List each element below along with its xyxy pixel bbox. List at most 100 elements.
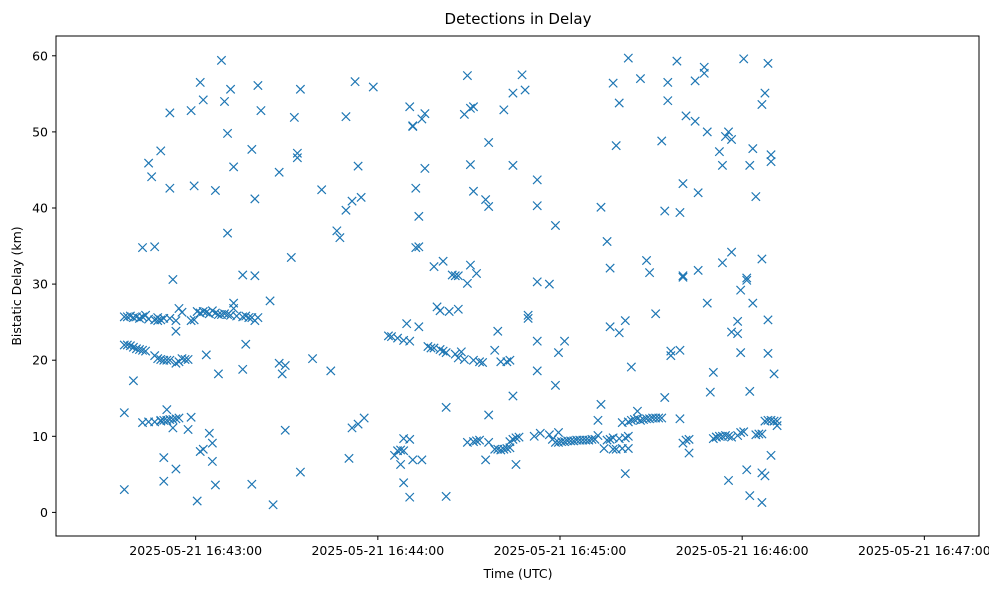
- data-point-x-marker: [168, 274, 178, 285]
- x-tick-label: 2025-05-21 16:44:00: [311, 543, 444, 558]
- data-point-x-marker: [717, 258, 728, 268]
- data-point-x-marker: [511, 433, 521, 443]
- data-point-x-marker: [511, 459, 521, 470]
- data-point-x-marker: [168, 414, 178, 425]
- data-point-x-marker: [474, 357, 485, 367]
- data-point-x-marker: [480, 194, 491, 205]
- data-point-x-marker: [134, 313, 145, 323]
- data-point-x-marker: [165, 108, 175, 118]
- data-point-x-marker: [295, 467, 306, 477]
- data-point-x-marker: [189, 181, 199, 191]
- data-point-x-marker: [757, 254, 767, 264]
- data-point-x-marker: [635, 73, 646, 84]
- data-point-x-marker: [726, 134, 737, 145]
- data-point-x-marker: [508, 88, 518, 98]
- data-point-x-marker: [559, 336, 570, 346]
- data-point-x-marker: [766, 156, 776, 167]
- data-point-x-marker: [550, 380, 561, 390]
- data-point-x-marker: [405, 102, 415, 112]
- x-axis-label: Time (UTC): [482, 566, 552, 581]
- data-point-x-marker: [137, 345, 148, 355]
- data-point-x-marker: [147, 172, 157, 182]
- data-point-x-marker: [241, 311, 251, 321]
- y-tick-label: 30: [32, 277, 48, 292]
- data-point-x-marker: [532, 336, 542, 346]
- data-point-x-marker: [441, 402, 451, 413]
- data-point-x-marker: [602, 236, 612, 247]
- data-point-x-marker: [508, 434, 518, 444]
- data-point-x-marker: [280, 425, 290, 435]
- data-point-x-marker: [183, 424, 193, 435]
- data-point-x-marker: [745, 386, 755, 397]
- data-point-x-marker: [347, 423, 357, 433]
- data-point-x-marker: [162, 355, 172, 365]
- data-point-x-marker: [602, 435, 612, 445]
- data-point-x-marker: [444, 306, 454, 317]
- data-point-x-marker: [550, 220, 561, 231]
- data-point-x-marker: [150, 242, 160, 252]
- data-point-x-marker: [587, 434, 597, 444]
- data-point-x-marker: [122, 340, 132, 350]
- data-point-x-marker: [751, 191, 761, 202]
- data-point-x-marker: [666, 346, 676, 356]
- data-point-x-marker: [441, 347, 451, 358]
- y-axis-ticks: 0 10 20 30 40 50 60: [32, 48, 56, 520]
- data-point-x-marker: [766, 150, 776, 160]
- data-point-x-marker: [186, 105, 196, 116]
- data-point-x-marker: [468, 102, 479, 112]
- data-point-x-marker: [210, 480, 221, 490]
- data-point-x-marker: [286, 252, 296, 263]
- data-point-x-marker: [620, 468, 630, 479]
- data-point-x-marker: [414, 242, 424, 252]
- data-point-x-marker: [453, 304, 463, 314]
- data-point-x-marker: [438, 256, 448, 266]
- data-point-x-marker: [277, 369, 287, 379]
- data-point-x-marker: [228, 303, 239, 314]
- data-point-x-marker: [496, 445, 506, 455]
- data-point-x-marker: [608, 444, 618, 454]
- data-point-x-marker: [514, 432, 524, 442]
- data-point-x-marker: [256, 105, 266, 116]
- data-point-x-marker: [137, 312, 148, 322]
- data-point-x-marker: [678, 272, 688, 282]
- data-point-x-marker: [137, 242, 148, 253]
- data-point-x-marker: [411, 183, 421, 193]
- data-point-x-marker: [657, 136, 667, 146]
- data-point-x-marker: [186, 316, 196, 326]
- data-point-x-marker: [247, 479, 257, 489]
- data-point-x-marker: [532, 175, 542, 185]
- data-point-x-marker: [623, 53, 633, 63]
- data-point-x-marker: [368, 82, 378, 92]
- data-point-x-marker: [168, 423, 178, 433]
- data-point-x-marker: [620, 316, 630, 326]
- data-point-x-marker: [693, 265, 703, 276]
- x-tick-label: 2025-05-21 16:45:00: [494, 543, 627, 558]
- data-point-x-marker: [238, 270, 248, 280]
- data-point-x-marker: [699, 62, 709, 72]
- data-point-x-marker: [414, 322, 424, 332]
- data-point-x-marker: [438, 346, 448, 356]
- data-point-x-marker: [736, 427, 746, 438]
- data-point-x-marker: [128, 376, 139, 386]
- data-point-x-marker: [596, 202, 606, 212]
- data-point-x-marker: [675, 345, 685, 355]
- data-point-x-marker: [165, 183, 175, 193]
- data-point-x-marker: [353, 161, 363, 171]
- data-point-x-marker: [128, 342, 139, 352]
- x-tick-label: 2025-05-21 16:46:00: [676, 543, 809, 558]
- data-point-x-marker: [456, 347, 466, 357]
- data-point-x-marker: [450, 271, 460, 281]
- data-point-x-marker: [675, 207, 685, 218]
- data-point-x-marker: [769, 369, 779, 379]
- data-point-x-marker: [596, 399, 606, 409]
- data-point-x-marker: [760, 471, 770, 481]
- data-point-x-marker: [660, 392, 670, 403]
- data-point-x-marker: [623, 417, 633, 427]
- data-point-x-marker: [736, 285, 746, 295]
- data-point-x-marker: [465, 260, 476, 270]
- data-point-x-marker: [717, 160, 728, 171]
- data-point-x-marker: [757, 99, 767, 110]
- data-point-x-marker: [663, 96, 673, 106]
- data-point-x-marker: [766, 450, 776, 460]
- data-point-x-marker: [465, 159, 476, 170]
